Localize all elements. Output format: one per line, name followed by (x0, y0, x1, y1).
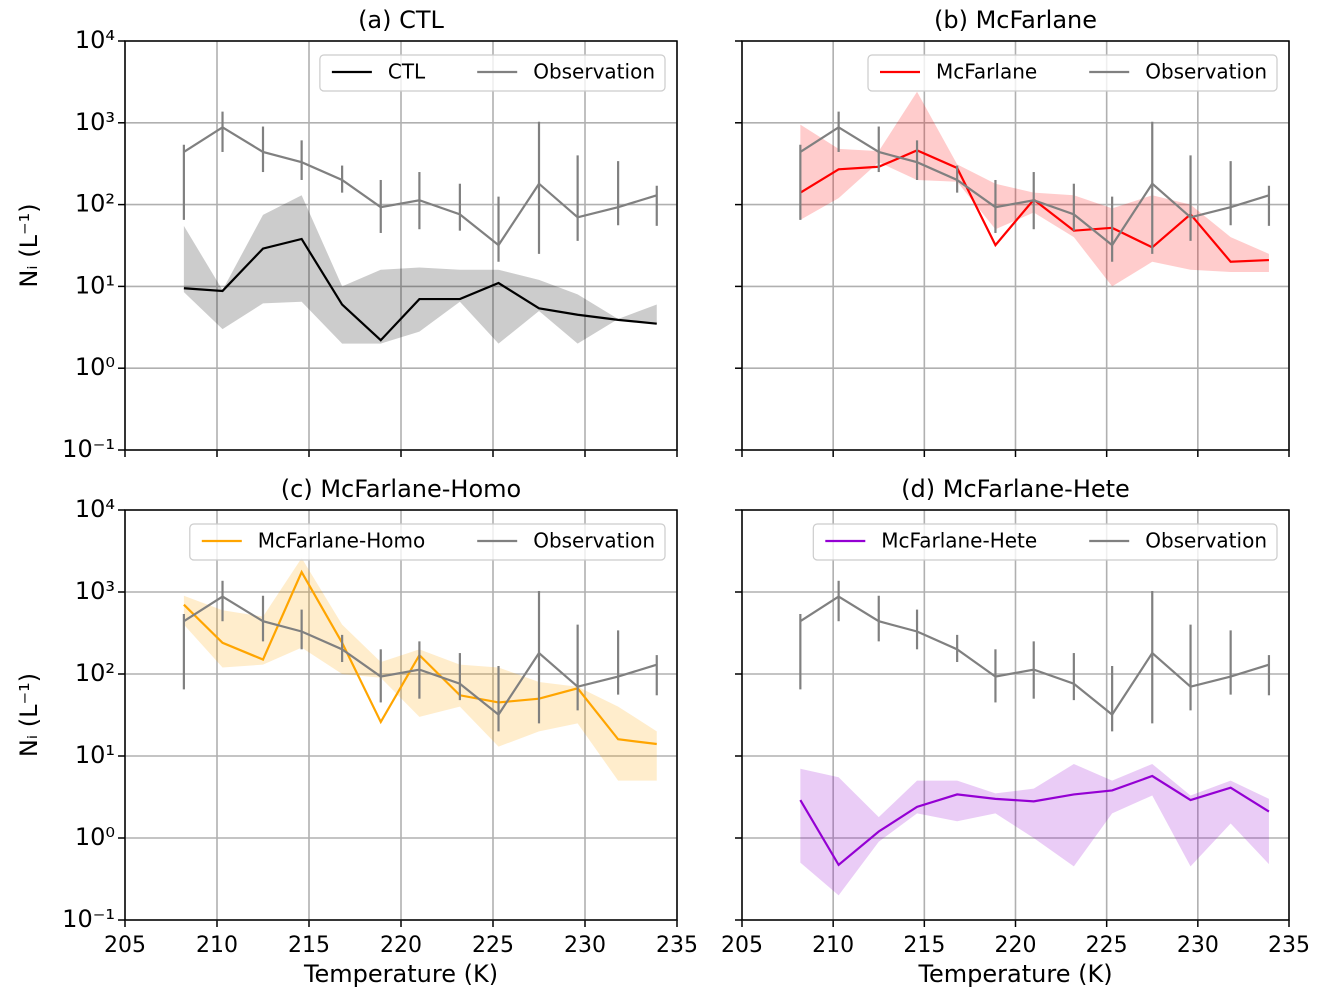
legend: McFarlane-Homo Observation (189, 523, 666, 561)
plot-frame (741, 509, 1290, 921)
panel: 10⁻¹ 10⁰ 10¹ 10² 10³ 10⁴ (a) CTL Nᵢ (L⁻¹) CTL Obs… (15, 6, 678, 463)
panel: (b) McFarlane McFarlane Observation (735, 6, 1290, 457)
x-axis-label: Temperature (K) (917, 960, 1112, 988)
y-tick-label: 10⁴ (75, 495, 115, 523)
chart-title: (c) McFarlane-Homo (281, 475, 521, 503)
plot-frame (741, 40, 1290, 451)
legend-label: Observation (1145, 529, 1267, 553)
panel: 205 210 215 220 225 230 235 10⁻¹ 10⁰ 10¹ 10² 10³ 10⁴… (15, 475, 698, 988)
y-tick-label: 10⁰ (75, 353, 115, 381)
y-tick-label: 10¹ (75, 741, 115, 769)
series-line (799, 595, 1270, 717)
x-tick-label: 225 (472, 933, 514, 958)
x-tick-label: 230 (1177, 933, 1219, 958)
x-tick-label: 235 (656, 933, 698, 958)
legend-label: CTL (388, 60, 426, 84)
x-tick-label: 205 (721, 933, 763, 958)
y-tick-label: 10⁴ (75, 26, 115, 54)
legend-label: Observation (533, 60, 655, 84)
legend-box (812, 523, 1278, 561)
x-tick-label: 210 (812, 933, 854, 958)
legend-label: Observation (1145, 60, 1267, 84)
y-tick-label: 10⁻¹ (62, 905, 115, 933)
legend-box (189, 523, 666, 561)
legend-box (867, 54, 1278, 92)
legend: McFarlane Observation (867, 54, 1278, 92)
legend-label: McFarlane (936, 60, 1037, 84)
plot-frame (124, 509, 678, 921)
legend-label: McFarlane-Hete (881, 529, 1037, 553)
legend-label: Observation (533, 529, 655, 553)
series-line (799, 774, 1270, 867)
series-line (183, 595, 658, 717)
y-tick-label: 10³ (75, 577, 115, 605)
y-tick-label: 10² (75, 190, 115, 218)
chart-title: (d) McFarlane-Hete (901, 475, 1130, 503)
y-axis-label: Nᵢ (L⁻¹) (15, 673, 43, 757)
y-tick-label: 10² (75, 659, 115, 687)
legend: McFarlane-Hete Observation (812, 523, 1278, 561)
chart-title: (a) CTL (358, 6, 444, 34)
range-band (800, 763, 1269, 896)
y-axis-label: Nᵢ (L⁻¹) (15, 203, 43, 287)
chart-title: (b) McFarlane (934, 6, 1097, 34)
legend-label: McFarlane-Homo (258, 529, 425, 553)
x-tick-label: 215 (288, 933, 330, 958)
series-line (183, 237, 657, 342)
x-axis-label: Temperature (K) (303, 960, 498, 988)
x-tick-label: 225 (1086, 933, 1128, 958)
x-tick-label: 230 (564, 933, 606, 958)
series-line (799, 126, 1270, 247)
x-tick-label: 220 (380, 933, 422, 958)
range-band (183, 195, 657, 344)
series-line (183, 126, 658, 247)
y-tick-label: 10⁻¹ (62, 435, 115, 463)
x-tick-label: 220 (995, 933, 1037, 958)
y-tick-label: 10⁰ (75, 823, 115, 851)
x-tick-label: 235 (1268, 933, 1310, 958)
panel: 205 210 215 220 225 230 235 (d) McFarlane-Hete T… (721, 475, 1310, 988)
legend: CTL Observation (319, 54, 666, 92)
y-tick-label: 10¹ (75, 271, 115, 299)
x-tick-label: 210 (196, 933, 238, 958)
y-tick-label: 10³ (75, 108, 115, 136)
x-tick-label: 205 (104, 933, 146, 958)
x-tick-label: 215 (903, 933, 945, 958)
plot-frame (124, 40, 678, 451)
